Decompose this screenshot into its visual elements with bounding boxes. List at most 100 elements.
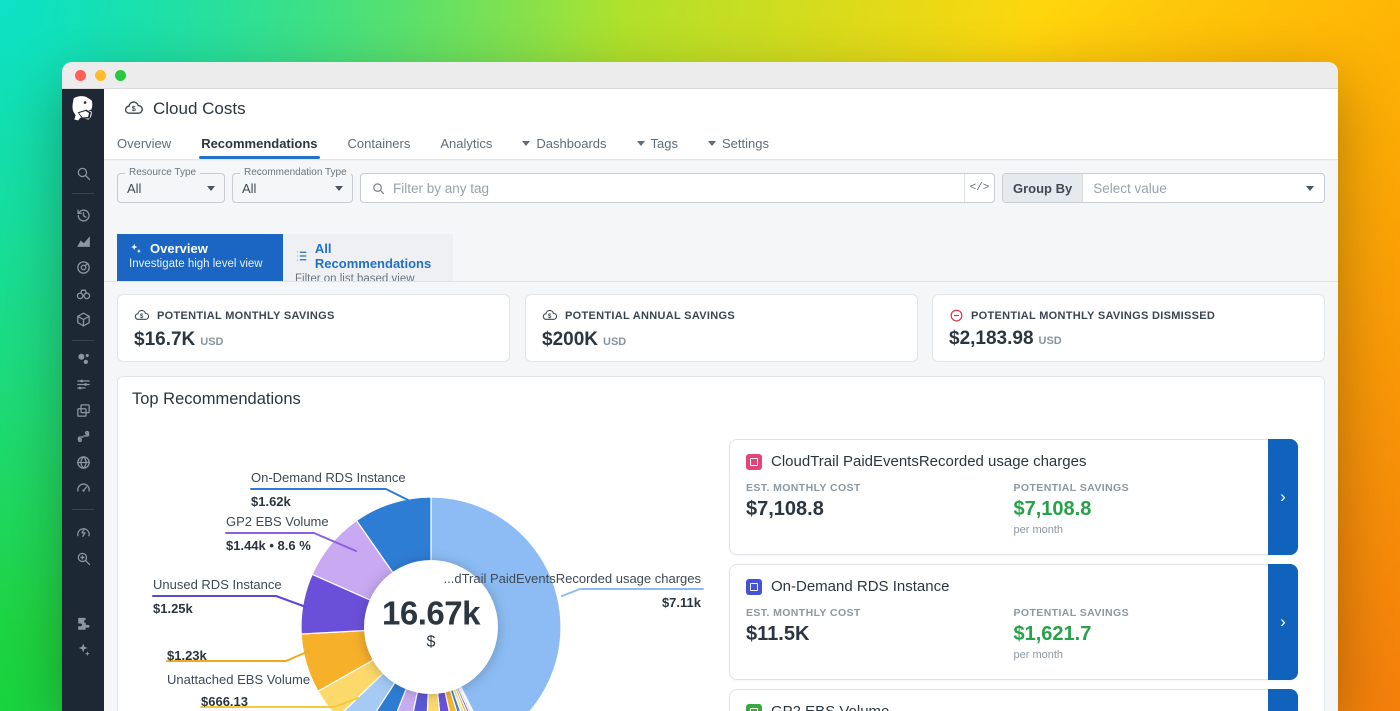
est-cost-value: $7,108.8 — [746, 498, 1014, 521]
tag-filter-input[interactable] — [393, 181, 964, 196]
nav-tab-tags[interactable]: Tags — [637, 128, 678, 159]
view-tab-subtitle: Filter on list based view — [295, 273, 441, 285]
nav-tab-dashboards[interactable]: Dashboards — [522, 128, 606, 159]
resource-type-label: Resource Type — [125, 167, 200, 178]
nav-tab-settings[interactable]: Settings — [708, 128, 769, 159]
resource-type-dropdown[interactable]: Resource Type All — [117, 173, 225, 203]
main-area: $ Cloud Costs OverviewRecommendationsCon… — [104, 89, 1338, 711]
nav-tab-overview[interactable]: Overview — [117, 128, 171, 159]
wand-icon — [129, 242, 143, 256]
chevron-down-icon — [637, 141, 645, 146]
chart-callout: $666.13 — [201, 687, 248, 711]
callout-value: $1.23k — [167, 647, 310, 665]
resource-type-value: All — [127, 181, 207, 196]
cloud-dollar-icon: $ — [542, 308, 558, 324]
code-mode-button[interactable]: </> — [964, 174, 994, 202]
tab-overview-view[interactable]: Overview Investigate high level view — [117, 234, 283, 281]
recommendation-card[interactable]: GP2 EBS Volume› — [729, 689, 1298, 711]
chevron-down-icon — [207, 186, 215, 191]
globe-shield-icon[interactable] — [75, 454, 92, 471]
savings-period: per month — [1014, 524, 1282, 536]
savings-value: $1,621.7 — [1014, 623, 1282, 646]
nav-tab-containers[interactable]: Containers — [348, 128, 411, 159]
chevron-down-icon — [335, 186, 343, 191]
desktop-background: { "window_controls": { "close": "#ff5f57… — [0, 0, 1400, 711]
nav-tab-label: Settings — [722, 136, 769, 151]
nav-tab-label: Recommendations — [201, 136, 317, 151]
zoom-window-button[interactable] — [115, 70, 126, 81]
close-window-button[interactable] — [75, 70, 86, 81]
chevron-down-icon — [1306, 186, 1314, 191]
savings-label: POTENTIAL SAVINGS — [1014, 607, 1282, 619]
chevron-right-icon: › — [1280, 487, 1286, 507]
target-gauge-icon[interactable] — [75, 259, 92, 276]
chart-callout: ...dTrail PaidEventsRecorded usage charg… — [444, 570, 702, 612]
cube-icon[interactable] — [75, 311, 92, 328]
chart-callout: On-Demand RDS Instance$1.62k — [251, 469, 406, 511]
gauge-lightning-icon[interactable] — [75, 524, 92, 541]
chart-callout: GP2 EBS Volume$1.44k • 8.6 % — [226, 513, 329, 555]
recommendation-type-dropdown[interactable]: Recommendation Type All — [232, 173, 353, 203]
stat-value: $16.7KUSD — [134, 329, 493, 351]
minus-circle-icon — [949, 308, 964, 323]
tag-filter-group: </> — [360, 173, 995, 203]
callout-name: ...dTrail PaidEventsRecorded usage charg… — [444, 570, 702, 588]
callout-value: $1.62k — [251, 493, 406, 511]
resource-type-icon — [746, 454, 762, 470]
recommendation-card[interactable]: CloudTrail PaidEventsRecorded usage char… — [729, 439, 1298, 555]
nav-tab-label: Analytics — [440, 136, 492, 151]
callout-value: $666.13 — [201, 693, 248, 711]
stat-card: POTENTIAL MONTHLY SAVINGS DISMISSED$2,18… — [932, 294, 1325, 362]
callout-name: Unused RDS Instance — [153, 576, 282, 594]
search-plus-icon[interactable] — [75, 550, 92, 567]
nav-tab-analytics[interactable]: Analytics — [440, 128, 492, 159]
recommendation-title: CloudTrail PaidEventsRecorded usage char… — [771, 453, 1086, 470]
sparkles-icon[interactable] — [75, 641, 92, 658]
binoculars-icon[interactable] — [75, 285, 92, 302]
content-area: Resource Type All Recommendation Type Al… — [104, 161, 1338, 711]
open-recommendation-button[interactable]: › — [1268, 439, 1298, 555]
stat-label: POTENTIAL MONTHLY SAVINGS — [157, 310, 335, 322]
overlapping-windows-icon[interactable] — [75, 402, 92, 419]
resource-type-icon — [746, 704, 762, 711]
speedometer-icon[interactable] — [75, 480, 92, 497]
filter-sliders-icon[interactable] — [75, 376, 92, 393]
area-chart-icon[interactable] — [75, 233, 92, 250]
datadog-logo[interactable] — [66, 93, 100, 125]
app-sidebar — [62, 89, 104, 711]
minimize-window-button[interactable] — [95, 70, 106, 81]
nav-tab-recommendations[interactable]: Recommendations — [201, 128, 317, 159]
stat-value: $200KUSD — [542, 329, 901, 351]
clock-history-icon[interactable] — [75, 207, 92, 224]
list-icon — [295, 249, 308, 263]
window-titlebar — [62, 62, 1338, 89]
resource-type-icon — [746, 579, 762, 595]
est-cost-label: EST. MONTHLY COST — [746, 607, 1014, 619]
cloud-dollar-icon: $ — [124, 99, 144, 119]
stat-value: $2,183.98USD — [949, 328, 1308, 350]
group-by-label: Group By — [1003, 174, 1083, 202]
sidebar-divider — [72, 509, 94, 510]
recommendation-card[interactable]: On-Demand RDS InstanceEST. MONTHLY COST$… — [729, 564, 1298, 680]
chart-callout: $1.23kUnattached EBS Volume — [167, 641, 310, 689]
puzzle-piece-icon[interactable] — [75, 615, 92, 632]
top-recommendations-panel: Top Recommendations 16.67k $ On-Demand R… — [117, 376, 1325, 711]
open-recommendation-button[interactable]: › — [1268, 564, 1298, 680]
view-tab-subtitle: Investigate high level view — [129, 258, 271, 270]
link-nodes-icon[interactable] — [75, 428, 92, 445]
nav-tab-label: Dashboards — [536, 136, 606, 151]
stat-unit: USD — [200, 336, 223, 348]
est-cost-label: EST. MONTHLY COST — [746, 482, 1014, 494]
nav-tab-label: Containers — [348, 136, 411, 151]
group-by-value: Select value — [1083, 181, 1306, 196]
search-icon[interactable] — [75, 165, 92, 182]
callout-value: $1.25k — [153, 600, 282, 618]
dot-cluster-icon[interactable] — [75, 350, 92, 367]
stat-unit: USD — [1039, 335, 1062, 347]
tab-all-recommendations-view[interactable]: All Recommendations Filter on list based… — [283, 234, 453, 281]
chevron-down-icon — [708, 141, 716, 146]
stat-unit: USD — [603, 336, 626, 348]
open-recommendation-button[interactable]: › — [1268, 689, 1298, 711]
group-by-dropdown[interactable]: Group By Select value — [1002, 173, 1325, 203]
chart-callout: Unused RDS Instance $1.25k — [153, 576, 282, 618]
